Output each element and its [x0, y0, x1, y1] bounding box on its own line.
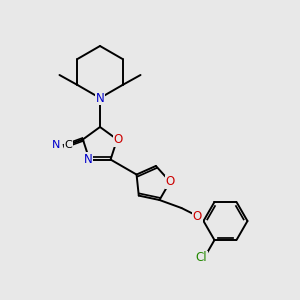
Text: O: O — [193, 209, 202, 223]
Text: N: N — [84, 153, 93, 166]
Text: N: N — [52, 140, 60, 150]
Text: O: O — [165, 175, 175, 188]
Text: O: O — [113, 133, 123, 146]
Text: N: N — [96, 92, 104, 104]
Text: Cl: Cl — [196, 251, 207, 264]
Text: C: C — [64, 140, 72, 150]
